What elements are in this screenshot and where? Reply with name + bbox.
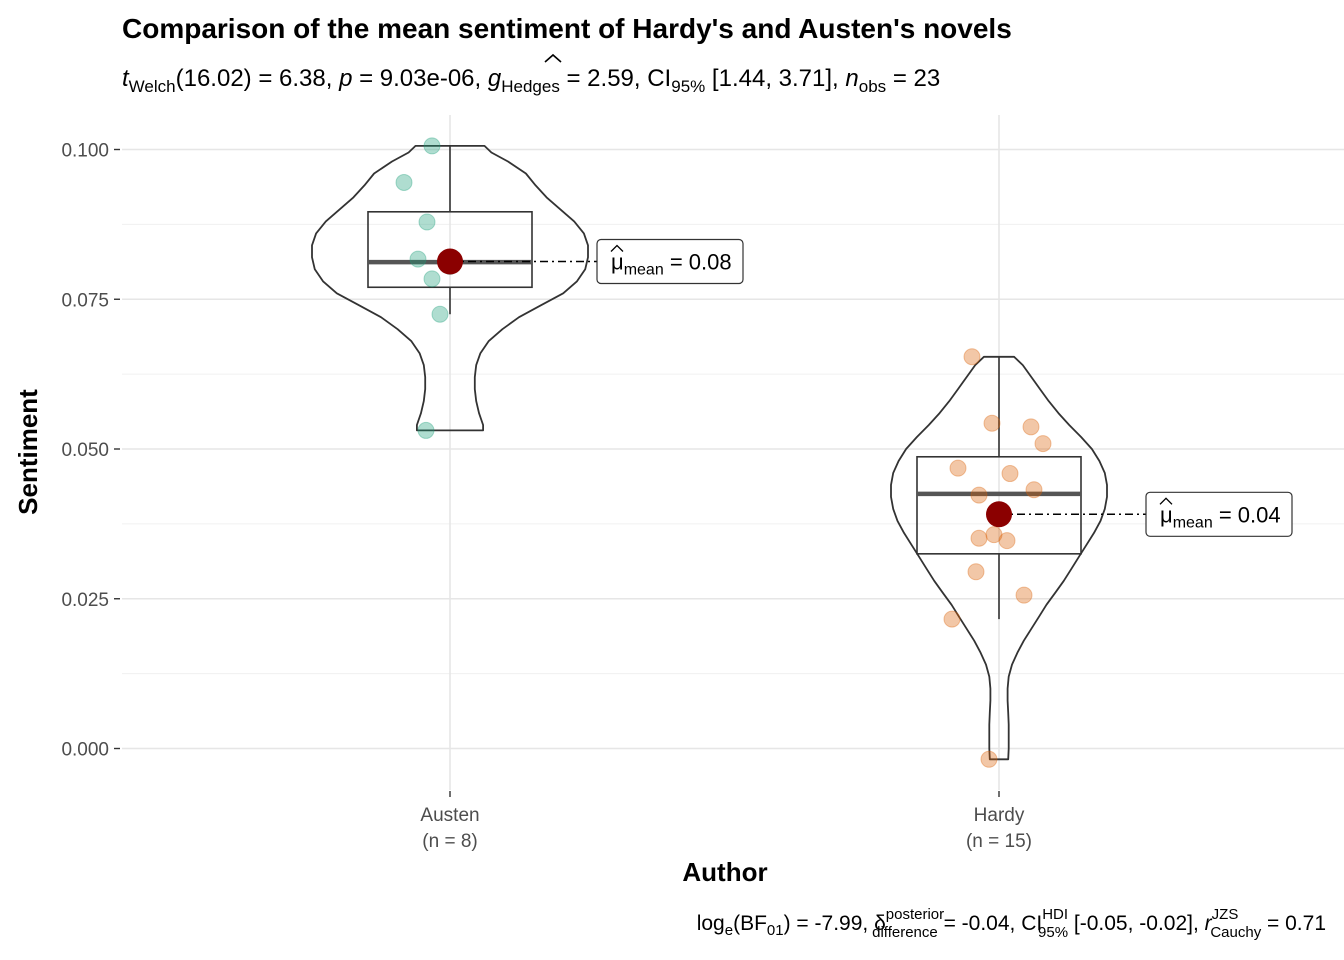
effect-hat-accent: [544, 53, 562, 63]
y-tick-label: 0.025: [61, 590, 109, 611]
mean-label-box: [596, 238, 744, 285]
chart-title: Comparison of the mean sentiment of Hard…: [122, 13, 1012, 44]
data-point: [967, 563, 985, 581]
y-tick-label: 0.075: [61, 290, 109, 311]
data-point: [949, 459, 967, 477]
x-tick-n-label: (n = 15): [966, 831, 1032, 852]
subtitle-p-value: = 9.03e-06,: [352, 65, 487, 92]
data-point: [970, 529, 988, 547]
caption-r-sub: Cauchy: [1210, 924, 1261, 941]
caption-delta-value: = -0.04, CI: [938, 912, 1042, 935]
data-point: [963, 348, 981, 366]
data-point: [417, 421, 435, 439]
mean-label-hat: [1159, 497, 1173, 505]
caption-r-sup: JZS: [1212, 906, 1239, 923]
y-axis-ticks: 0.000 0.025 0.050 0.075 0.100: [61, 141, 120, 761]
mean-label-hat: [610, 244, 624, 252]
box: [367, 210, 533, 289]
subtitle-effect-symbol: g: [488, 65, 502, 92]
caption-log-sub: e: [725, 922, 733, 939]
subtitle-n-sub: obs: [859, 77, 886, 96]
data-point: [943, 610, 961, 628]
data-point: [985, 526, 1003, 544]
subtitle-effect-value: = 2.59, CI: [560, 65, 671, 92]
data-point: [1001, 465, 1019, 483]
caption-ci-sup: HDI: [1042, 906, 1068, 923]
subtitle-test-sub: Welch: [129, 77, 176, 96]
data-point: [423, 270, 441, 288]
y-tick-label: 0.100: [61, 141, 109, 162]
data-point: [1025, 481, 1043, 499]
data-point: [1034, 435, 1052, 453]
subtitle-p-symbol: p: [338, 65, 352, 92]
data-point: [409, 250, 427, 268]
violin-outline: [311, 145, 589, 432]
x-axis-ticks: Austen (n = 8) Hardy (n = 15): [420, 791, 1032, 852]
subtitle-test-stat: t: [122, 65, 130, 92]
data-point: [395, 173, 413, 191]
mean-point: [437, 248, 463, 275]
y-tick-label: 0.050: [61, 440, 109, 461]
x-tick-label: Hardy: [974, 805, 1025, 826]
x-axis-title: Author: [682, 857, 767, 887]
caption-ci-value: [-0.05, -0.02],: [1068, 912, 1205, 935]
mean-label-symbol: μ: [1160, 502, 1173, 527]
caption-ci-sub: 95%: [1038, 924, 1068, 941]
mean-label-symbol: μ: [611, 250, 624, 275]
data-point: [980, 750, 998, 768]
mean-label-sub: mean: [1173, 514, 1213, 531]
caption-delta: δ: [874, 912, 886, 935]
mean-point: [986, 501, 1012, 528]
caption-r: r: [1205, 912, 1213, 935]
mean-label-box: [1145, 491, 1293, 537]
subtitle-effect-sub: Hedges: [501, 77, 560, 96]
caption-bf-close: ) = -7.99,: [784, 912, 874, 935]
mean-label: μmean = 0.04: [1160, 502, 1281, 531]
subtitle-df: (16.02): [176, 65, 252, 92]
grid: [122, 115, 1344, 790]
caption-delta-sub: difference: [872, 924, 938, 941]
x-tick-n-label: (n = 8): [422, 831, 477, 852]
caption-bf-open: (BF: [733, 912, 767, 935]
data-point: [983, 414, 1001, 432]
caption-delta-sup: posterior: [886, 906, 944, 923]
mean-label-value: = 0.04: [1213, 502, 1281, 527]
group-austen: μmean = 0.08: [311, 137, 744, 439]
group-hardy: μmean = 0.04: [890, 348, 1293, 768]
mean-label-value: = 0.08: [664, 250, 732, 275]
subtitle-stat-value: = 6.38,: [252, 65, 339, 92]
mean-label: μmean = 0.08: [611, 250, 732, 279]
y-tick-label: 0.000: [61, 740, 109, 761]
mean-label-sub: mean: [624, 262, 664, 279]
caption-log: log: [697, 912, 725, 935]
violin-outline: [890, 355, 1108, 761]
y-axis-title: Sentiment: [13, 389, 43, 515]
chart-caption: loge(BF01) = -7.99, δposterior difference…: [697, 906, 1326, 941]
data-point: [1015, 586, 1033, 604]
data-point: [418, 213, 436, 231]
subtitle-ci-sub: 95%: [671, 77, 705, 96]
chart-subtitle: tWelch(16.02) = 6.38, p = 9.03e-06, gHed…: [122, 65, 940, 96]
subtitle-ci-value: [1.44, 3.71],: [705, 65, 845, 92]
box: [916, 455, 1082, 555]
x-tick-label: Austen: [420, 805, 479, 826]
subtitle-n-symbol: n: [845, 65, 858, 92]
data-point: [998, 532, 1016, 550]
subtitle-n-value: = 23: [886, 65, 940, 92]
data-point: [431, 305, 449, 323]
data-point: [1022, 418, 1040, 436]
data-point: [423, 137, 441, 155]
caption-r-value: = 0.71: [1261, 912, 1326, 935]
data-point: [970, 486, 988, 504]
caption-bf-sub: 01: [767, 922, 784, 939]
